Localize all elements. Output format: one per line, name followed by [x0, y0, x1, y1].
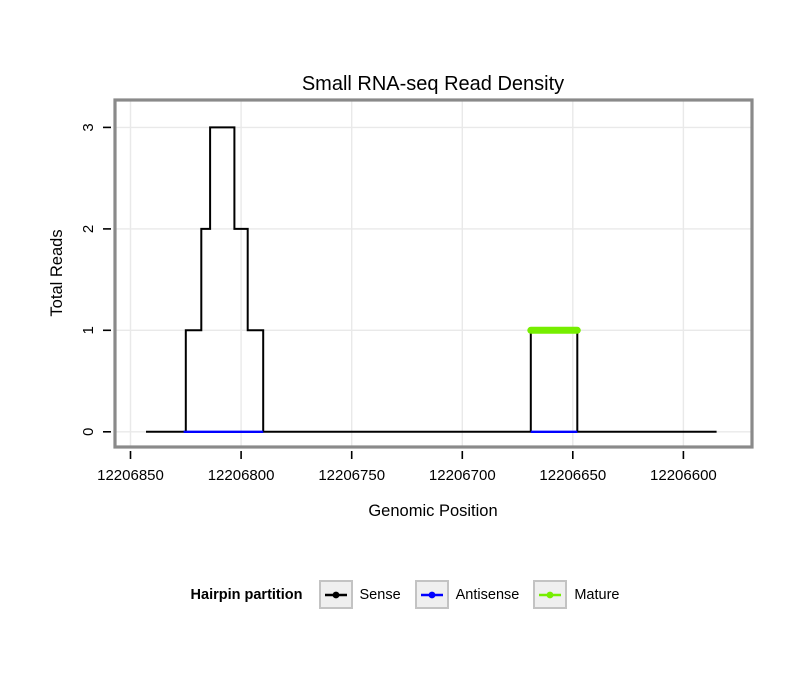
legend-label-antisense: Antisense [455, 586, 520, 603]
x-tick-label: 12206850 [97, 467, 164, 484]
legend-label-sense: Sense [359, 586, 401, 603]
y-tick-label: 0 [80, 428, 97, 436]
y-tick-label: 2 [80, 225, 97, 233]
legend-title: Hairpin partition [190, 586, 303, 603]
chart-area: Small RNA-seq Read Density 12206850 12206… [48, 73, 754, 520]
chart-title: Small RNA-seq Read Density [302, 73, 564, 95]
panel-border [113, 98, 754, 449]
y-tick-label: 3 [80, 123, 97, 131]
x-tick-label: 12206800 [208, 467, 275, 484]
y-tick-label: 1 [80, 326, 97, 334]
legend-item-sense: Sense [318, 580, 401, 609]
data-series [146, 126, 717, 433]
x-tick-label: 12206700 [429, 467, 496, 484]
legend-key-icon-sense [318, 580, 353, 609]
x-axis-label: Genomic Position [368, 502, 497, 520]
legend-label-mature: Mature [574, 586, 620, 603]
legend-key-icon-mature [533, 580, 568, 609]
legend-item-mature: Mature [533, 580, 619, 609]
x-tick-label: 12206650 [539, 467, 606, 484]
y-axis-label: Total Reads [48, 229, 66, 316]
x-tick-label: 12206600 [650, 467, 717, 484]
legend-item-antisense: Antisense [414, 580, 520, 609]
series-sense-line [146, 126, 717, 433]
legend-items: Sense Antisense Mature [318, 580, 619, 609]
legend: Hairpin partition Sense Antisense Mature [0, 580, 810, 609]
axis-ticks: 12206850 12206800 12206750 12206700 12206650… [80, 123, 717, 484]
x-tick-label: 12206750 [318, 467, 385, 484]
legend-key-icon-antisense [414, 580, 449, 609]
